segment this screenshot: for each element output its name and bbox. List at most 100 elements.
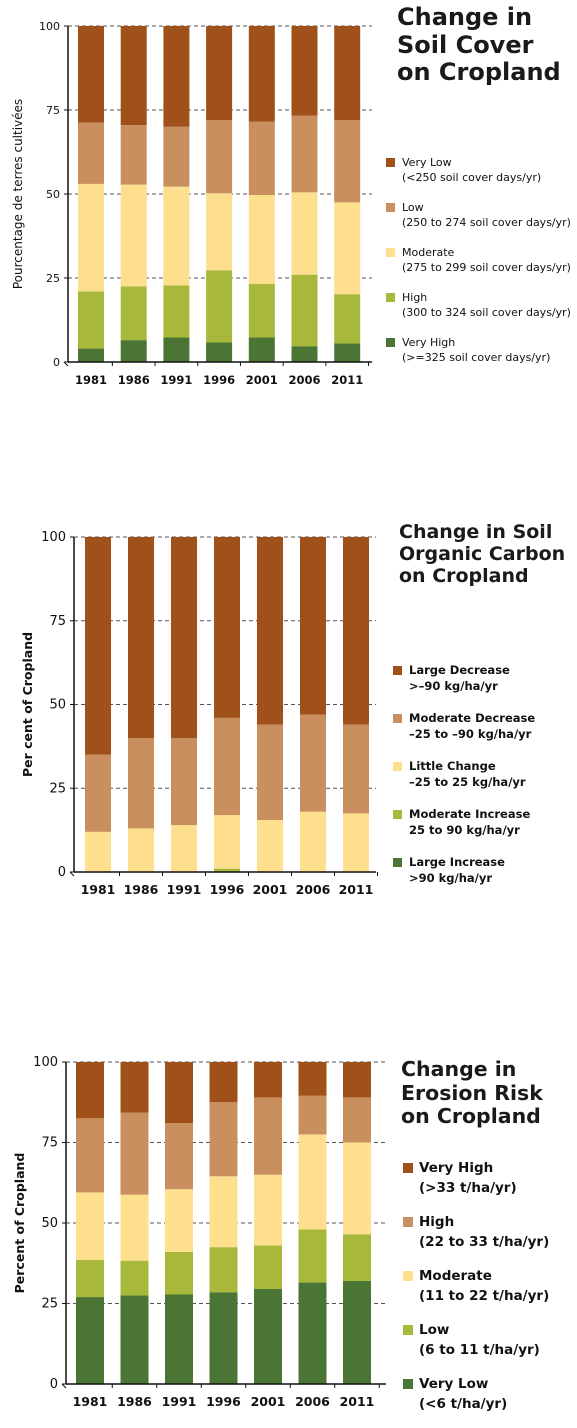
chart-panel-soil-cover: 1981 1986 1991 1996 2001 2006 2011 0 25 50 75 100 Po… bbox=[0, 0, 577, 410]
legend: Large Decrease >–90 kg/ha/yr Moderate Decr… bbox=[393, 662, 535, 902]
title-line-1: Change in Soil bbox=[399, 521, 553, 543]
bar-segment-1986-moderate bbox=[120, 184, 147, 287]
legend: Very Low (<250 soil cover days/yr) Low (250… bbox=[386, 155, 571, 380]
legend-label: Low bbox=[419, 1322, 450, 1338]
bar-segment-1996-moderate bbox=[209, 1176, 238, 1248]
legend-swatch bbox=[393, 810, 402, 819]
legend-item-large-decrease: Large Decrease >–90 kg/ha/yr bbox=[393, 662, 535, 710]
bar-segment-1991-moderate-decrease bbox=[171, 738, 197, 826]
bar-segment-1991-high bbox=[163, 285, 190, 338]
bar-segment-2006-moderate bbox=[291, 192, 318, 275]
legend-label: Moderate bbox=[402, 246, 455, 259]
legend-label: Moderate bbox=[419, 1268, 492, 1284]
bar-segment-1986-low bbox=[120, 125, 147, 185]
title-line-2: Organic Carbon bbox=[399, 542, 566, 565]
bar-segment-2011-large-decrease bbox=[343, 537, 369, 725]
bar-segment-1981-moderate-decrease bbox=[85, 754, 111, 832]
bar-segment-2001-moderate bbox=[254, 1174, 282, 1246]
y-tick-label-50: 50 bbox=[41, 1216, 58, 1231]
legend-item-very-high: Very High (>33 t/ha/yr) bbox=[403, 1158, 549, 1212]
bar-segment-1991-very-high bbox=[163, 337, 190, 362]
legend-label: High bbox=[402, 291, 428, 304]
bar-segment-2001-high bbox=[254, 1097, 282, 1175]
x-tick-label-2011: 2011 bbox=[331, 373, 363, 387]
bar-segment-1996-very-low bbox=[206, 26, 233, 121]
bar-segment-1996-very-high bbox=[209, 1062, 238, 1103]
legend-detail: –25 to –90 kg/ha/yr bbox=[409, 727, 532, 741]
legend-detail: (>33 t/ha/yr) bbox=[419, 1180, 517, 1196]
chart-panel-erosion-risk: 1981 1986 1991 1996 2001 2006 2011 0 25 50 75 100 Pe… bbox=[0, 1040, 577, 1412]
legend-detail: >–90 kg/ha/yr bbox=[409, 679, 498, 693]
y-tick-label-75: 75 bbox=[49, 614, 66, 629]
chart-panel-soil-organic-carbon: 1981 1986 1991 1996 2001 2006 2011 0 25 50 75 100 Pe… bbox=[0, 500, 577, 920]
bar-segment-2006-very-low bbox=[298, 1282, 327, 1384]
bar-segment-1986-large-decrease bbox=[128, 537, 154, 738]
x-tick-label-1991: 1991 bbox=[160, 373, 192, 387]
bar-segment-1986-moderate bbox=[120, 1194, 149, 1261]
bar-segment-1981-moderate bbox=[78, 183, 104, 292]
legend-item-moderate-increase: Moderate Increase 25 to 90 kg/ha/yr bbox=[393, 806, 535, 854]
bar-segment-2006-very-high bbox=[298, 1062, 327, 1096]
legend-swatch bbox=[403, 1163, 413, 1173]
legend-label: Very Low bbox=[419, 1376, 489, 1392]
bar-segment-1981-high bbox=[76, 1118, 104, 1193]
legend-swatch bbox=[393, 714, 402, 723]
x-tick-label-2006: 2006 bbox=[295, 1394, 330, 1409]
x-tick-label-2006: 2006 bbox=[288, 373, 320, 387]
y-tick-label-0: 0 bbox=[58, 865, 66, 880]
x-tick-label-2001: 2001 bbox=[251, 1394, 286, 1409]
legend-item-moderate: Moderate (275 to 299 soil cover days/yr) bbox=[386, 245, 571, 290]
bar-segment-1986-very-high bbox=[120, 340, 147, 362]
bar-segment-1986-high bbox=[120, 286, 147, 341]
x-tick-label-1981: 1981 bbox=[75, 373, 107, 387]
bar-segment-2011-very-low bbox=[334, 26, 361, 121]
y-tick-label-25: 25 bbox=[41, 1297, 58, 1312]
bar-segment-2001-moderate-decrease bbox=[257, 724, 283, 821]
y-tick-label-100: 100 bbox=[39, 20, 60, 33]
x-tick-label-1996: 1996 bbox=[210, 882, 245, 897]
legend-item-large-increase: Large Increase >90 kg/ha/yr bbox=[393, 854, 535, 902]
legend: Very High (>33 t/ha/yr) High (22 to 33 t/ha… bbox=[403, 1158, 549, 1428]
legend-label: Very High bbox=[402, 336, 456, 349]
legend-swatch bbox=[386, 158, 395, 167]
bar-segment-2011-low bbox=[343, 1234, 371, 1281]
x-tick-label-2001: 2001 bbox=[253, 882, 288, 897]
y-axis-label: Per cent of Cropland bbox=[20, 632, 35, 777]
bar-segment-1996-low bbox=[206, 120, 233, 194]
bar-segment-1986-very-high bbox=[120, 1062, 149, 1113]
legend-label: Very Low bbox=[402, 156, 452, 169]
x-tick-label-1981: 1981 bbox=[73, 1394, 108, 1409]
legend-label: Moderate Increase bbox=[409, 807, 531, 821]
legend-item-moderate: Moderate (11 to 22 t/ha/yr) bbox=[403, 1266, 549, 1320]
legend-label: Little Change bbox=[409, 759, 496, 773]
bar-segment-1996-very-high bbox=[206, 342, 233, 362]
y-tick-label-50: 50 bbox=[46, 188, 60, 201]
bar-segment-1986-very-low bbox=[120, 26, 147, 126]
chart-title: Change in Soil Cover on Cropland bbox=[397, 3, 561, 87]
title-line-1: Change in bbox=[397, 3, 533, 31]
bar-segment-1991-very-low bbox=[163, 26, 190, 127]
y-tick-label-100: 100 bbox=[33, 1055, 58, 1070]
legend-label: High bbox=[419, 1214, 455, 1230]
bar-segment-2006-little-change bbox=[300, 811, 326, 872]
bar-segment-1991-very-high bbox=[165, 1062, 193, 1124]
x-tick-label-1986: 1986 bbox=[118, 373, 150, 387]
bar-segment-1996-high bbox=[206, 270, 233, 343]
bar-segment-1981-high bbox=[78, 291, 104, 349]
legend-swatch bbox=[393, 762, 402, 771]
bar-segment-2011-little-change bbox=[343, 813, 369, 872]
x-tick-label-1991: 1991 bbox=[162, 1394, 197, 1409]
legend-detail: (6 to 11 t/ha/yr) bbox=[419, 1342, 540, 1358]
legend-item-very-low: Very Low (<6 t/ha/yr) bbox=[403, 1374, 549, 1428]
title-line-3: on Cropland bbox=[397, 58, 561, 87]
bar-segment-1996-little-change bbox=[214, 815, 240, 869]
bar-segment-1991-low bbox=[163, 126, 190, 187]
bar-segment-1986-high bbox=[120, 1112, 149, 1195]
bar-segment-1991-little-change bbox=[171, 825, 197, 872]
y-tick-label-75: 75 bbox=[46, 104, 60, 117]
bar-segment-1981-very-low bbox=[78, 26, 104, 123]
bar-segment-1981-low bbox=[76, 1260, 104, 1298]
y-tick-label-25: 25 bbox=[46, 272, 60, 285]
bar-segment-2001-little-change bbox=[257, 820, 283, 872]
bar-segment-1991-low bbox=[165, 1251, 193, 1295]
